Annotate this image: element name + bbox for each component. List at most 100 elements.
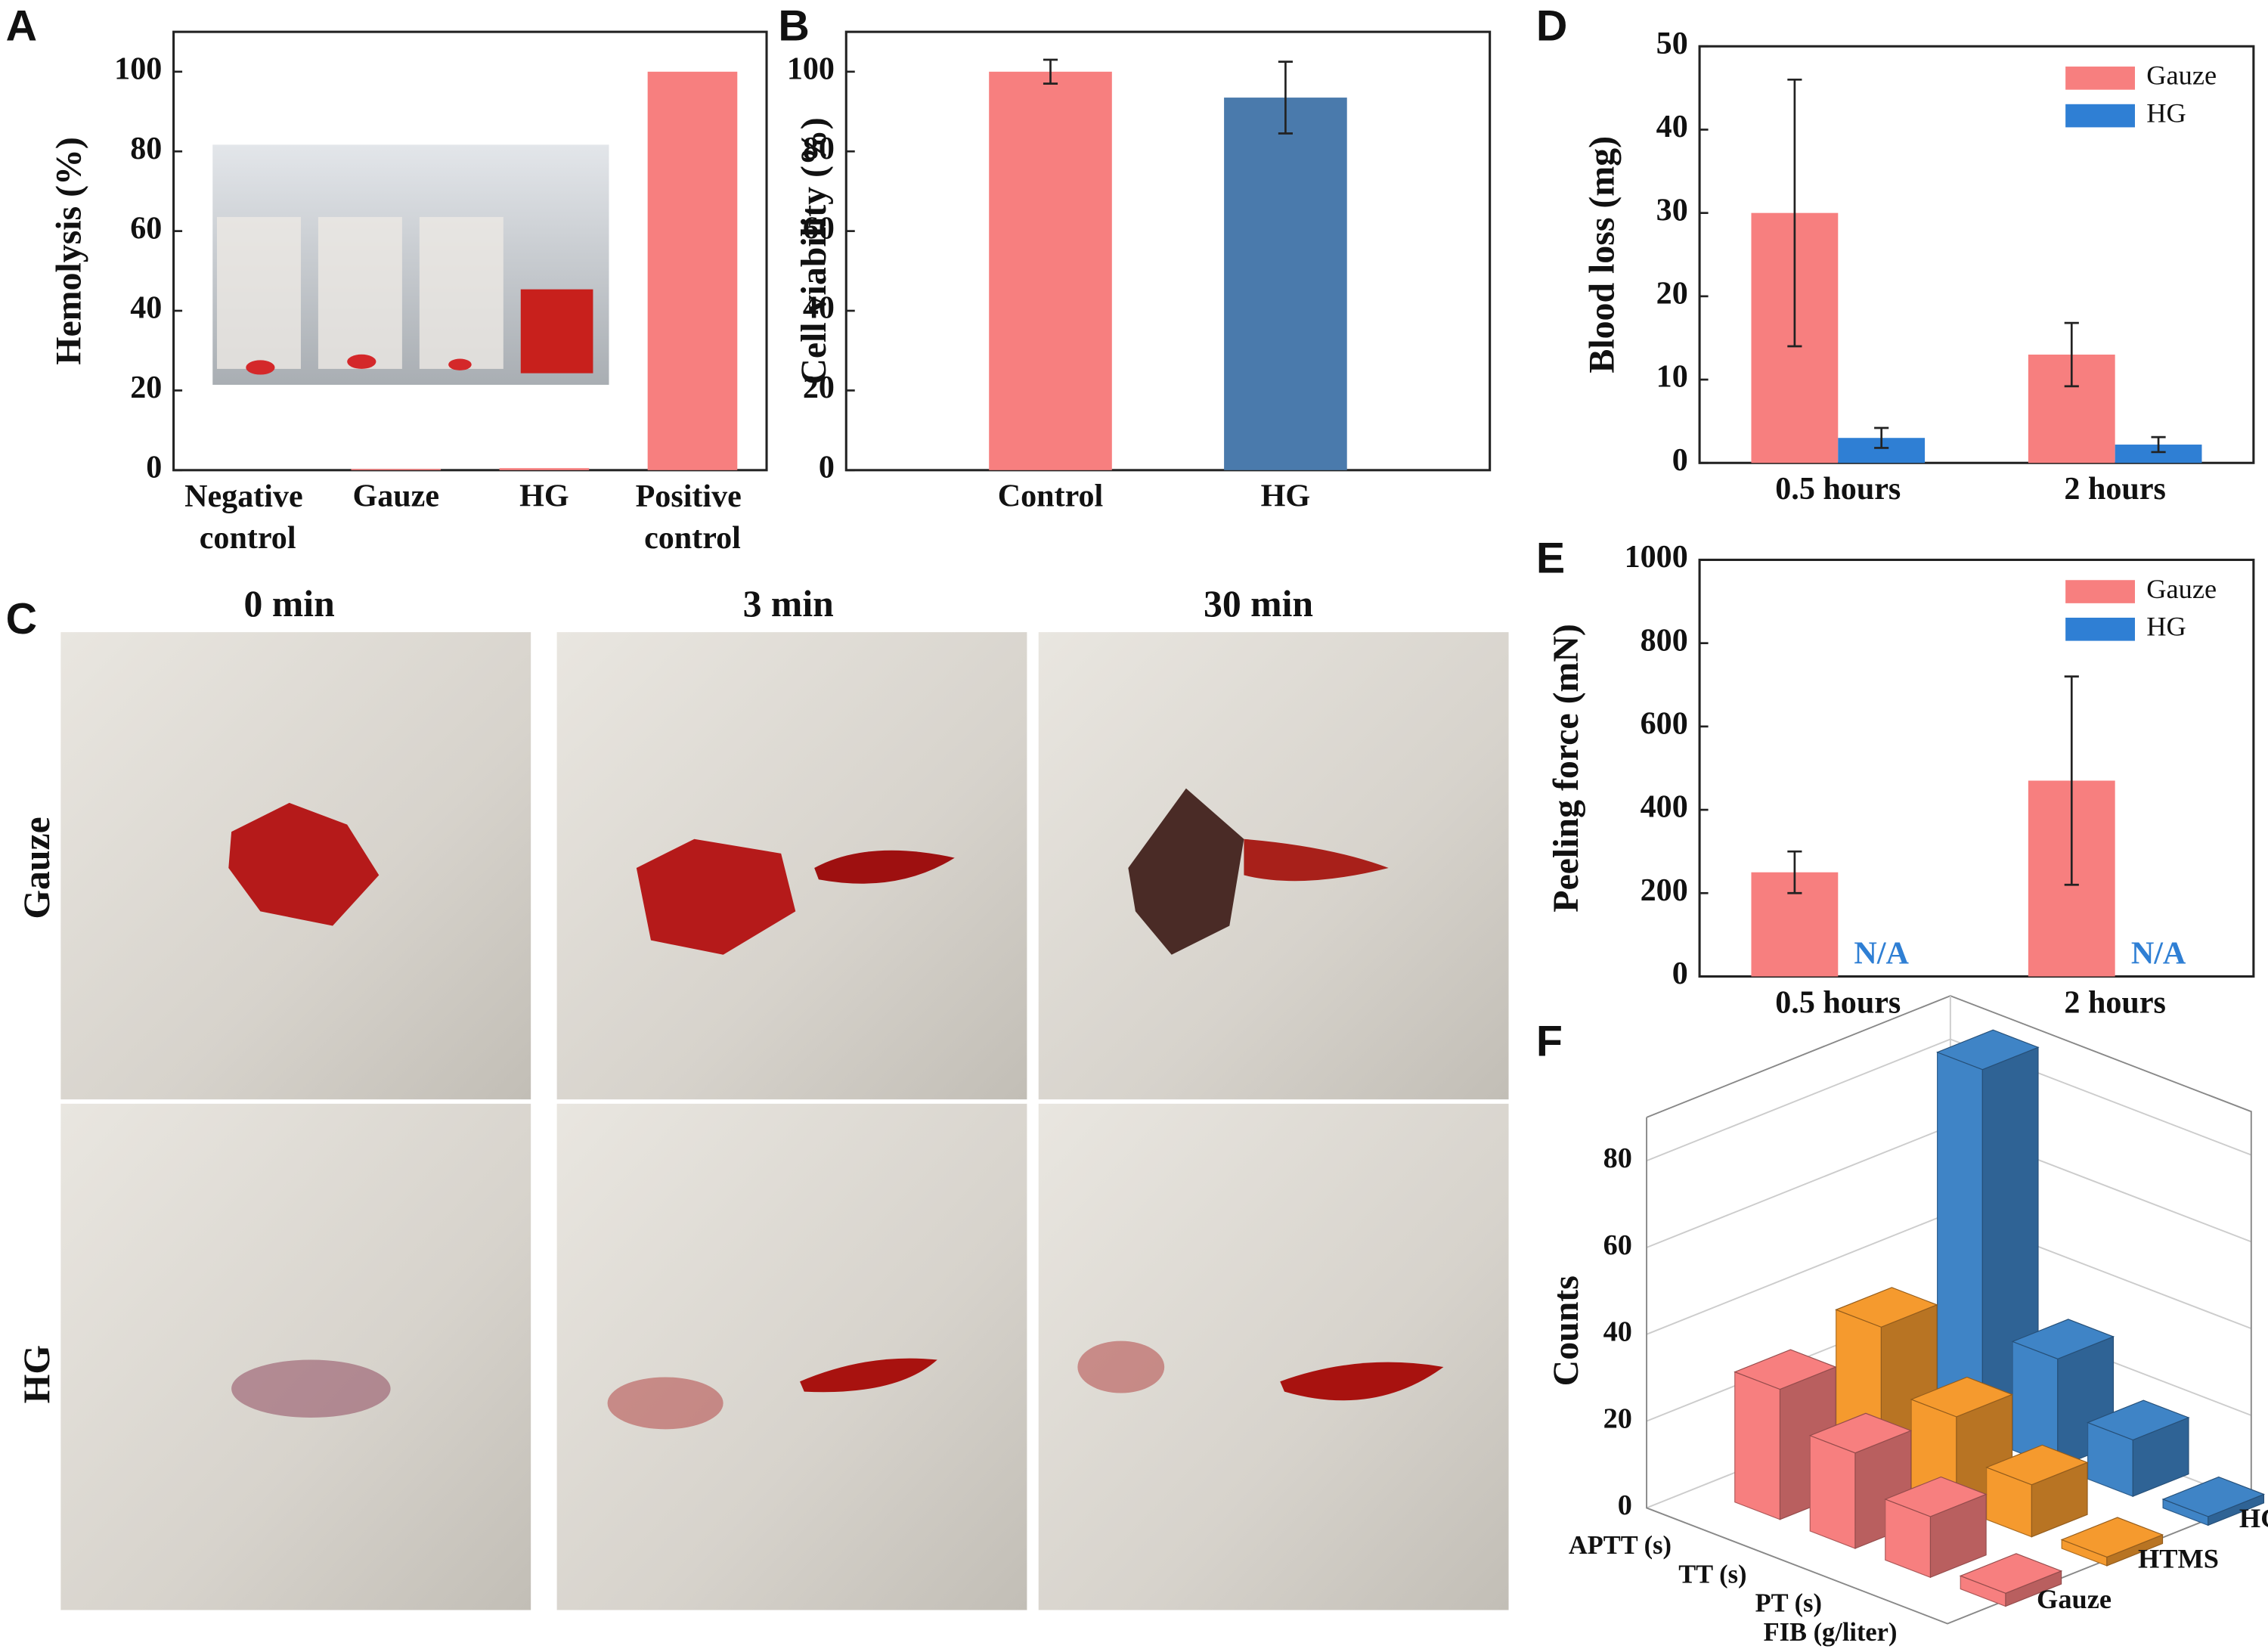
bar-top <box>1884 1476 1988 1517</box>
bar-top <box>2011 1319 2115 1359</box>
x-tick-label: APTT (s) <box>1569 1531 1672 1560</box>
bar-top <box>2060 1517 2164 1558</box>
column-label: 3 min <box>743 583 834 625</box>
bar <box>1224 98 1347 470</box>
y-tick-label: 0 <box>1618 1489 1632 1521</box>
bar-top <box>1734 1349 1837 1390</box>
y-tick-label: 400 <box>1641 789 1688 825</box>
y-tick-label: 40 <box>130 290 162 326</box>
panel-letter: C <box>6 595 37 643</box>
legend-swatch <box>2065 67 2135 90</box>
bar <box>351 469 442 470</box>
bar <box>989 71 1112 470</box>
y-tick-label: 1000 <box>1625 539 1688 575</box>
y-tick-label: 80 <box>1603 1142 1632 1174</box>
y-tick-label: 200 <box>1641 872 1688 908</box>
x-tick-label: Gauze <box>352 479 439 514</box>
legend-swatch <box>2065 617 2135 641</box>
photo-grid <box>60 632 1509 1610</box>
error-bar <box>1043 58 1058 85</box>
inset-photo <box>212 144 609 385</box>
y-tick-label: 100 <box>114 51 162 86</box>
x-tick-label: 0.5 hours <box>1775 471 1901 507</box>
y-axis-label: Hemolysis (%) <box>49 137 89 365</box>
x-tick-label: Positive control <box>636 479 750 556</box>
bar-front <box>1734 1371 1781 1520</box>
bar-top <box>2161 1476 2266 1517</box>
plot-frame <box>1698 45 2255 464</box>
y-tick-label: 20 <box>130 370 162 405</box>
error-bar <box>1874 426 1889 449</box>
legend-swatch <box>2065 104 2135 128</box>
error-bar <box>2064 675 2079 886</box>
y-tick-label: 0 <box>146 449 162 485</box>
y-axis-label: Cell viability (%) <box>794 117 834 384</box>
depth-label: HG <box>2239 1503 2268 1533</box>
x-tick-label: HG <box>519 479 569 514</box>
legend-label: Gauze <box>2146 60 2217 91</box>
panel-letter: D <box>1536 2 1567 50</box>
y-tick-label: 40 <box>803 290 835 326</box>
y-tick-label: 0 <box>819 449 835 485</box>
x-tick-label: FIB (g/liter) <box>1764 1618 1898 1647</box>
y-axis-label: Peeling force (mN) <box>1546 624 1586 913</box>
y-tick-label: 600 <box>1641 706 1688 742</box>
bar-top <box>2087 1399 2190 1441</box>
y-tick-label: 0 <box>1672 956 1688 991</box>
bar-top <box>1959 1553 2063 1594</box>
panel-letter: B <box>778 2 809 50</box>
value-label: N/A <box>2131 935 2186 971</box>
x-tick-label: Control <box>998 479 1104 514</box>
y-tick-label: 50 <box>1656 26 1688 61</box>
error-bar <box>1278 60 1293 135</box>
error-bar <box>1787 850 1802 894</box>
legend-label: HG <box>2146 98 2186 128</box>
row-label: HG <box>16 1345 57 1403</box>
x-tick-label: TT (s) <box>1678 1560 1746 1588</box>
y-tick-label: 10 <box>1656 359 1688 395</box>
panel-letter: F <box>1536 1018 1563 1066</box>
x-tick-label: 0.5 hours <box>1775 984 1901 1020</box>
y-tick-label: 80 <box>130 131 162 166</box>
y-tick-label: 800 <box>1641 622 1688 658</box>
panel-letter: E <box>1536 535 1565 583</box>
y-tick-label: 100 <box>787 51 835 86</box>
y-tick-label: 0 <box>1672 442 1688 478</box>
y-tick-label: 20 <box>1656 276 1688 311</box>
bar-top <box>1985 1444 2089 1486</box>
y-tick-label: 60 <box>1603 1229 1632 1261</box>
error-bar <box>1787 78 1802 348</box>
y-tick-label: 40 <box>1656 109 1688 144</box>
x-tick-label: Negative control <box>184 479 311 556</box>
y-tick-label: 30 <box>1656 192 1688 228</box>
y-tick-label: 20 <box>803 370 835 405</box>
bar <box>499 468 590 470</box>
bar-top <box>1808 1412 1913 1454</box>
y-tick-label: 60 <box>130 210 162 246</box>
legend-label: HG <box>2146 612 2186 642</box>
bar-front <box>1809 1434 1856 1549</box>
row-label: Gauze <box>16 817 57 919</box>
column-label: 30 min <box>1204 583 1313 625</box>
bar-top <box>1936 1029 2040 1071</box>
value-label: N/A <box>1854 935 1909 971</box>
panel-letter: A <box>6 2 37 50</box>
x-tick-label: HG <box>1261 479 1310 514</box>
bar-top <box>1835 1287 1938 1328</box>
plot-frame <box>172 30 768 472</box>
x-tick-label: 2 hours <box>2064 984 2165 1020</box>
plot-frame <box>1698 558 2255 978</box>
y-tick-label: 60 <box>803 210 835 246</box>
legend-label: Gauze <box>2146 574 2217 604</box>
x-tick-label: PT (s) <box>1755 1589 1822 1618</box>
x-tick-label: 2 hours <box>2064 471 2165 507</box>
y-axis-label: Counts <box>1546 1275 1586 1386</box>
y-tick-label: 20 <box>1603 1402 1632 1434</box>
error-bar <box>2151 435 2166 454</box>
y-axis-label: Blood loss (mg) <box>1582 136 1622 373</box>
bar <box>647 71 738 470</box>
column-label: 0 min <box>244 583 335 625</box>
bar-top <box>1910 1376 2014 1418</box>
